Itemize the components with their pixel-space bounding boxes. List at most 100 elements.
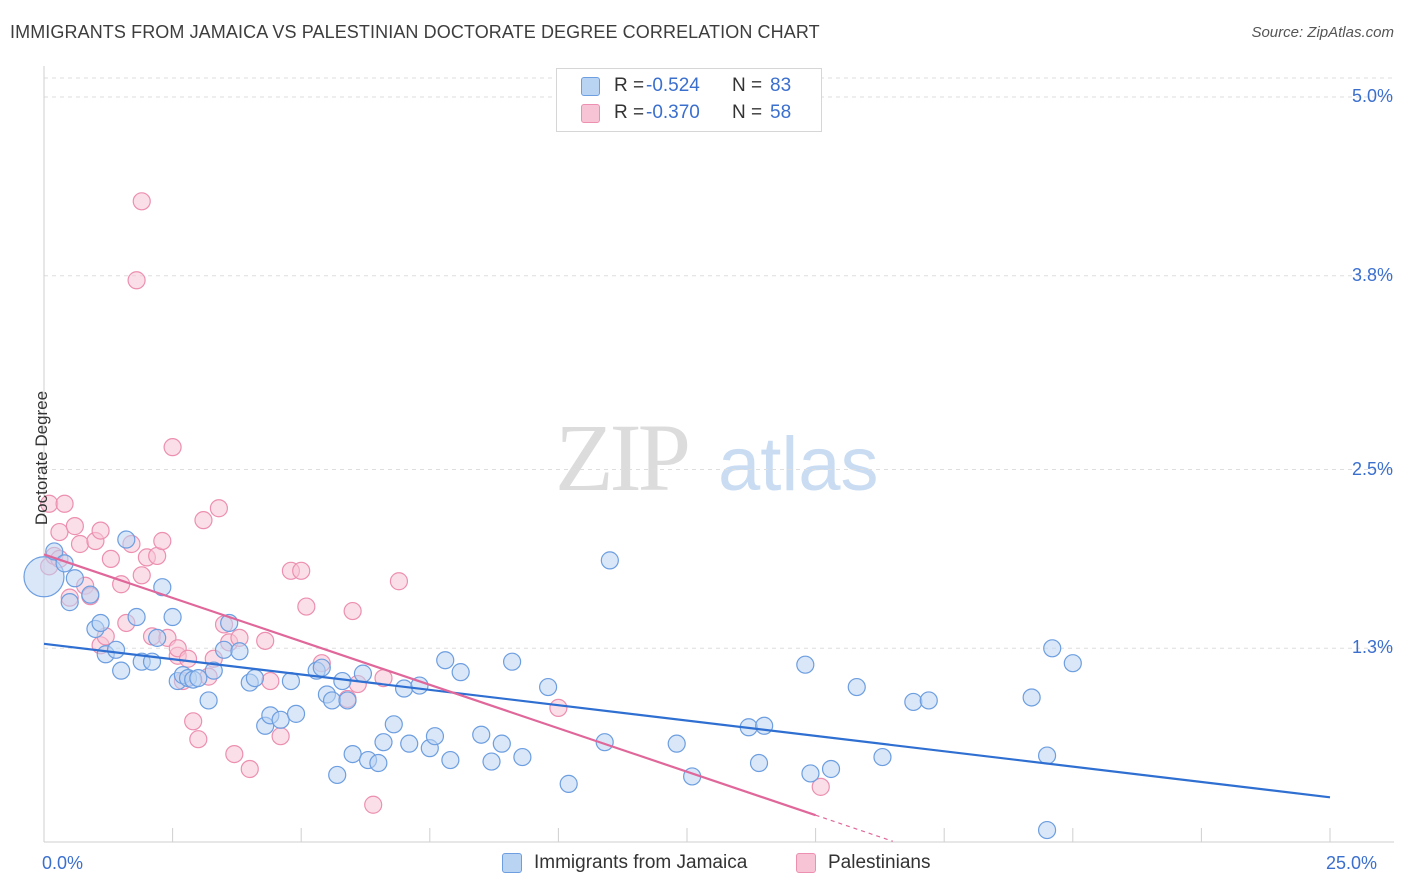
data-point [230,642,249,661]
data-point [194,511,213,530]
data-point [749,753,769,773]
series-palestinians [40,192,830,814]
data-point [153,531,172,551]
data-point [492,734,511,753]
trend-line-jamaica [43,642,1331,799]
data-point [667,734,686,753]
data-point [60,593,79,612]
data-point [106,640,126,659]
data-point [271,727,290,746]
data-point [153,578,172,597]
data-point [451,663,470,682]
data-point [184,712,203,731]
data-point [148,628,167,647]
data-point [919,691,938,710]
data-point [1043,639,1062,658]
data-point [199,691,218,710]
data-point [436,651,455,670]
data-point [343,744,362,764]
data-point [281,671,301,691]
data-point [384,715,403,734]
data-point [178,649,198,668]
data-point [539,677,558,697]
x-tick-label-max: 25.0% [1326,853,1378,873]
data-point [559,774,578,793]
bottom-legend-label: Immigrants from Jamaica [534,852,748,873]
data-point [127,271,146,290]
data-point [811,777,830,796]
data-point [70,534,90,554]
axes [43,66,1394,843]
grid-lines [44,77,1394,649]
legend-r-value: -0.370 [646,102,700,123]
data-point [1063,654,1082,673]
y-tick-label: 1.3% [1351,637,1393,658]
data-point [132,566,151,585]
data-point [312,658,331,677]
data-point [132,192,151,211]
legend-r-value: -0.524 [646,75,700,96]
data-point [374,733,393,752]
data-point [292,561,311,580]
legend-r-label: R = [614,102,645,123]
data-point [600,551,619,570]
data-point [343,601,362,621]
data-point [873,747,892,767]
legend-n-value: 58 [770,102,792,123]
watermark-atlas: atlas [718,422,879,507]
watermark-zip: ZIP [555,404,688,511]
bottom-legend-palestinians: Palestinians [796,852,930,874]
data-point [513,747,532,767]
trend-lines [43,553,1331,842]
y-tick-label: 5.0% [1351,86,1393,106]
data-point [796,655,815,674]
trend-line-palestinians [43,553,816,817]
data-point [240,759,259,779]
data-point [472,725,491,744]
data-point [338,691,357,710]
data-point [81,585,100,604]
data-point [101,549,120,569]
data-point [209,499,228,518]
legend-n-label: N = [732,102,763,123]
y-tick-label: 3.8% [1351,264,1393,285]
data-point [904,692,923,712]
data-point [369,753,388,773]
bottom-legend-swatch-blue [502,853,522,873]
data-point [204,661,223,680]
data-point [1022,688,1041,707]
data-point [163,607,182,627]
data-point [55,494,74,513]
data-point [801,764,820,783]
legend-row-palestinians: R = -0.370 N = 58 [581,100,791,126]
bottom-legend-swatch-pink [796,853,816,873]
y-tick-label: 2.5% [1351,458,1393,479]
bottom-legend-jamaica: Immigrants from Jamaica [502,852,747,874]
data-point [353,664,373,683]
data-point [441,750,460,770]
legend-n-value: 83 [770,75,792,96]
data-point [91,521,110,540]
data-point [482,752,501,771]
legend-swatch-pink [581,103,600,123]
data-point [297,597,316,616]
data-point [1037,746,1057,765]
chart-title: IMMIGRANTS FROM JAMAICA VS PALESTINIAN D… [10,22,820,42]
data-point [261,671,280,691]
data-point [271,710,290,729]
stats-legend: R = -0.524 N = 83 R = -0.370 N = 58 [556,68,822,132]
data-point [425,727,445,746]
series-immigrants-from-jamaica [23,530,1082,840]
data-point [163,438,182,457]
data-point [117,530,136,549]
y-axis-label: Doctorate Degree [32,390,51,526]
data-point [23,556,65,598]
data-point [847,677,866,697]
bottom-legend-label: Palestinians [828,852,931,873]
data-point [256,631,275,650]
watermark: ZIP atlas [555,404,879,511]
data-point [112,661,131,680]
legend-row-jamaica: R = -0.524 N = 83 [581,73,791,99]
legend-r-label: R = [614,75,645,96]
data-point [65,517,84,536]
